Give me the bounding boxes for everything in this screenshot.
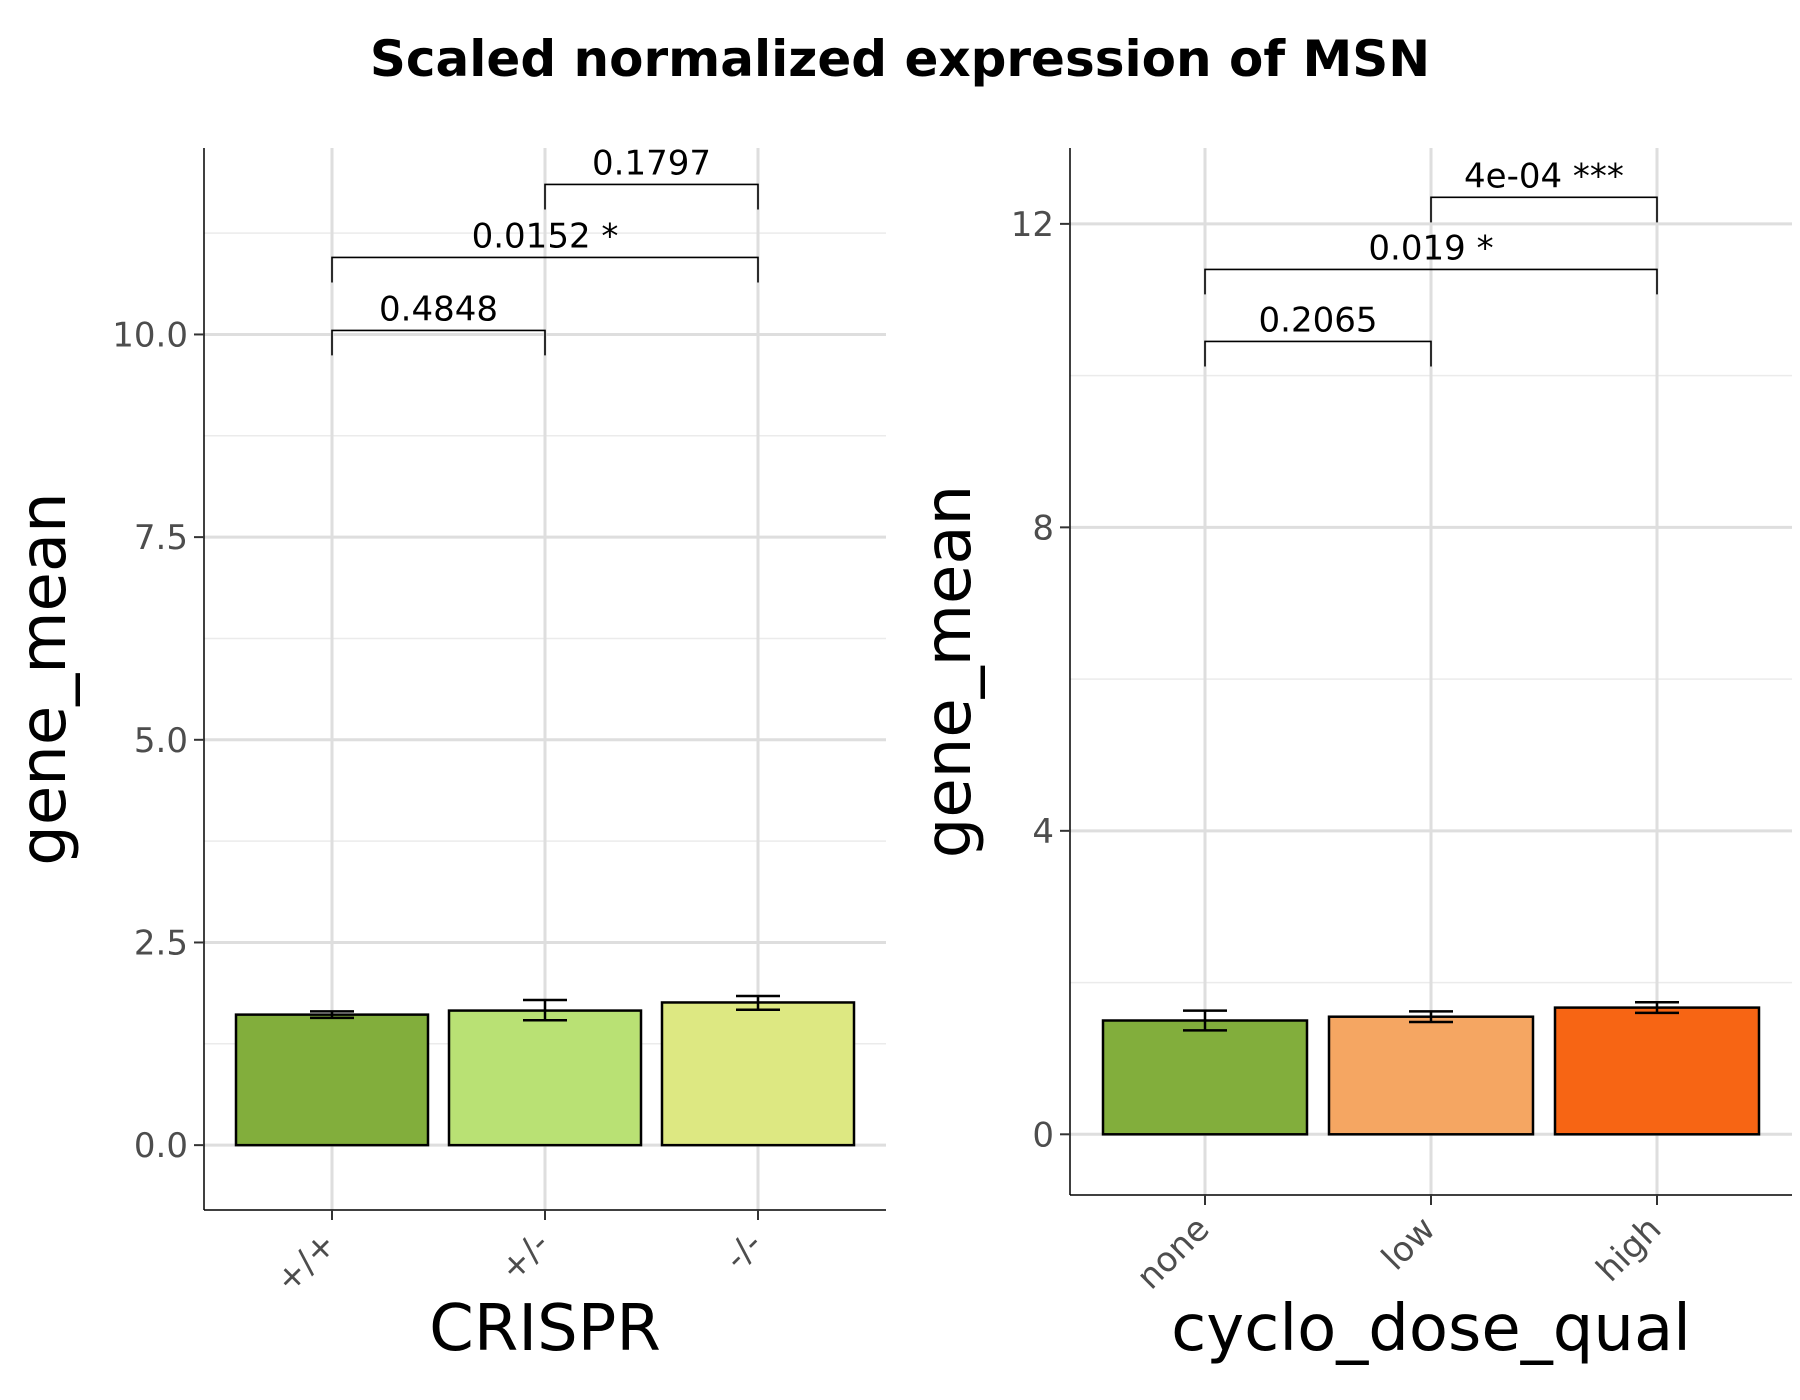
y-tick-label: 0.0 [134, 1126, 188, 1166]
error-bar [523, 998, 567, 1022]
x-tick-label: -/- [717, 1224, 771, 1278]
x-tick-label: none [1129, 1209, 1217, 1297]
y-axis-title: gene_mean [912, 485, 986, 858]
y-tick-label: 5.0 [134, 721, 188, 761]
error-bar [310, 1010, 354, 1020]
significance-bracket: 0.2065 [1204, 300, 1432, 367]
bracket-label: 0.2065 [1259, 300, 1378, 340]
bracket-line [1430, 196, 1658, 223]
chart-title: Scaled normalized expression of MSN [369, 30, 1431, 88]
error-bar [1183, 1009, 1227, 1032]
y-tick-label: 4 [1032, 812, 1054, 852]
bar-none [1101, 1019, 1309, 1136]
significance-bracket: 0.4848 [331, 289, 546, 356]
error-bar [736, 994, 780, 1012]
bar-+/- [447, 1009, 643, 1147]
cyclo-dose-panel: 0.2065 0.019 * 4e-04 *** 0 4 8 12 none low highcy… [912, 148, 1792, 1366]
significance-bracket: 0.1797 [544, 143, 759, 210]
y-tick-label: 2.5 [134, 923, 188, 963]
bracket-label: 0.1797 [592, 143, 711, 183]
crispr-panel: 0.4848 0.0152 * 0.1797 0.0 2.5 5.0 7.5 10.0 +/+ +… [7, 143, 886, 1366]
bracket-label: 0.4848 [379, 289, 498, 329]
bracket-line [1204, 268, 1658, 295]
bar-+/+ [234, 1013, 430, 1147]
bracket-label: 4e-04 *** [1464, 156, 1624, 196]
significance-bracket: 4e-04 *** [1430, 156, 1658, 223]
x-tick-label: high [1589, 1209, 1670, 1290]
x-tick-label: +/- [492, 1224, 557, 1289]
x-axis-title: CRISPR [429, 1292, 661, 1366]
y-tick-label: 8 [1032, 508, 1054, 548]
significance-bracket: 0.0152 * [331, 216, 759, 283]
x-tick-label: low [1374, 1209, 1443, 1278]
y-tick-label: 12 [1011, 205, 1054, 245]
bracket-line [331, 329, 546, 356]
x-tick-label: +/+ [268, 1224, 345, 1301]
bracket-label: 0.0152 * [472, 216, 619, 256]
bracket-label: 0.019 * [1368, 228, 1493, 268]
bracket-line [1204, 340, 1432, 367]
bar--/- [660, 1001, 856, 1147]
bar-high [1553, 1006, 1761, 1136]
y-tick-label: 7.5 [134, 518, 188, 558]
bracket-line [331, 256, 759, 283]
y-tick-label: 0 [1032, 1115, 1054, 1155]
bar-low [1327, 1015, 1535, 1136]
x-axis-title: cyclo_dose_qual [1171, 1292, 1691, 1366]
error-bar [1635, 1001, 1679, 1015]
error-bar [1409, 1010, 1453, 1024]
bracket-line [544, 183, 759, 210]
y-axis-title: gene_mean [7, 492, 81, 865]
y-tick-label: 10.0 [112, 315, 188, 355]
significance-bracket: 0.019 * [1204, 228, 1658, 295]
